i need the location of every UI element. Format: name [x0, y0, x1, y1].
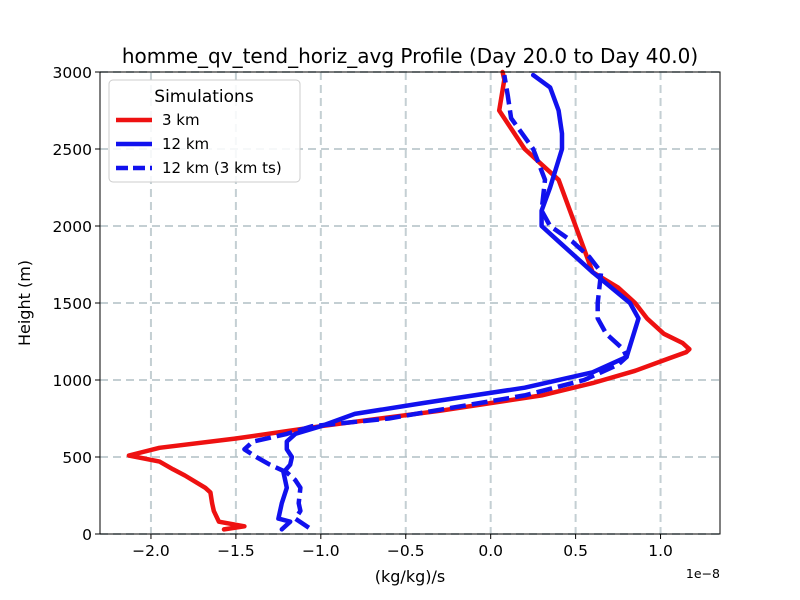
- y-tick-label: 0: [82, 526, 92, 544]
- series-line-12-km-3-km-ts: [242, 74, 629, 530]
- x-tick-label: −1.5: [217, 542, 255, 560]
- y-tick-label: 500: [62, 449, 92, 467]
- grid: [100, 71, 720, 535]
- legend-label: 12 km (3 km ts): [162, 159, 282, 177]
- legend-box: [108, 79, 301, 183]
- x-tick-label: 1.0: [648, 542, 673, 560]
- legend-title: Simulations: [154, 87, 254, 107]
- y-axis-label: Height (m): [15, 260, 34, 346]
- x-axis-offset-label: 1e−8: [686, 566, 720, 581]
- x-tick-label: 0.0: [478, 542, 503, 560]
- x-tick-label: −0.5: [387, 542, 425, 560]
- series-line-3-km: [126, 69, 692, 532]
- legend: Simulations 3 km 12 km 12 km (3 km ts): [108, 79, 301, 183]
- axis-ticks: −2.0 −1.5 −1.0 −0.5 0.0 0.5 1.0 0 500 1000 1500 200…: [53, 64, 673, 560]
- x-tick-label: 0.5: [563, 542, 588, 560]
- y-tick-label: 1000: [53, 372, 92, 390]
- legend-label: 3 km: [162, 111, 200, 129]
- legend-label: 12 km: [162, 135, 209, 153]
- y-tick-label: 1500: [53, 295, 92, 313]
- series-lines: [126, 69, 692, 532]
- y-tick-label: 3000: [53, 64, 92, 82]
- y-tick-label: 2500: [53, 141, 92, 159]
- legend-entries: 3 km 12 km 12 km (3 km ts): [116, 111, 282, 177]
- series-line-12-km: [276, 72, 641, 532]
- x-tick-label: −2.0: [132, 542, 170, 560]
- chart-title: homme_qv_tend_horiz_avg Profile (Day 20.…: [122, 44, 698, 68]
- x-tick-label: −1.0: [302, 542, 340, 560]
- y-tick-label: 2000: [53, 218, 92, 236]
- x-axis-label: (kg/kg)/s: [375, 567, 445, 586]
